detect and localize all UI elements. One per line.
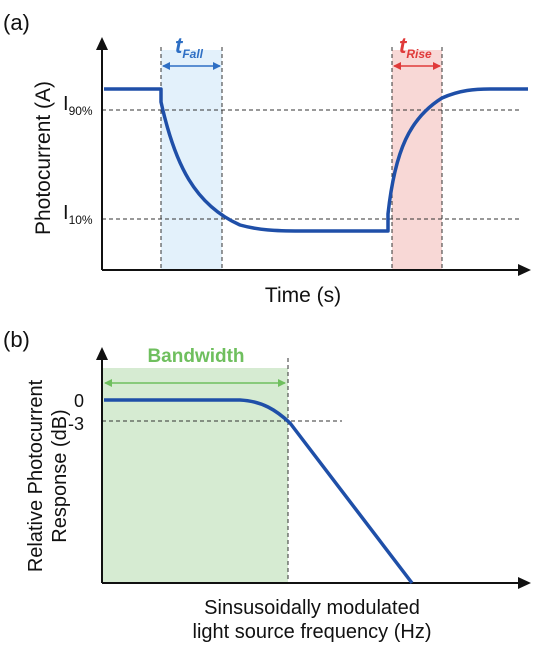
- panel-b-x-label-line2: light source frequency (Hz): [193, 621, 432, 643]
- fall-time-region: [161, 50, 222, 270]
- t-rise-sub: Rise: [406, 47, 432, 61]
- panel-a-y-label: Photocurrent (A): [32, 81, 55, 235]
- t-fall-main: t: [175, 33, 184, 58]
- t-rise-label: tRise: [399, 33, 432, 61]
- level-90-main: I: [63, 93, 69, 115]
- panel-b-y-label-line2: Response (dB): [49, 409, 71, 542]
- panel-a-x-arrowhead: [518, 264, 531, 276]
- tick-minus3-label: -3: [68, 414, 84, 434]
- panel-a-y-arrowhead: [96, 37, 108, 50]
- level-10-sub: 10%: [69, 213, 93, 227]
- level-90-sub: 90%: [69, 104, 93, 118]
- panel-b-x-arrowhead: [518, 577, 531, 589]
- panel-a-label: (a): [3, 10, 30, 35]
- panel-a: (a) tFall tRise I90% I10% Photocurrent (…: [3, 10, 531, 307]
- panel-a-x-label: Time (s): [265, 284, 341, 307]
- t-fall-label: tFall: [175, 33, 204, 61]
- t-fall-sub: Fall: [182, 47, 203, 61]
- panel-b-y-label-line1: Relative Photocurrent: [25, 379, 47, 572]
- photocurrent-curve: [104, 87, 528, 233]
- bandwidth-label: Bandwidth: [147, 346, 244, 367]
- level-10-main: I: [63, 202, 69, 224]
- level-10-label: I10%: [63, 202, 93, 227]
- rise-time-region: [392, 50, 442, 270]
- panel-b: (b) Bandwidth 0 -3 Relative Photocurrent…: [3, 327, 531, 643]
- response-curve: [104, 398, 414, 585]
- tick-0-label: 0: [74, 391, 84, 411]
- panel-b-y-arrowhead: [96, 347, 108, 360]
- level-90-label: I90%: [63, 93, 93, 118]
- panel-b-x-label-line1: Sinsusoidally modulated: [204, 597, 420, 619]
- panel-b-label: (b): [3, 327, 30, 352]
- t-rise-main: t: [399, 33, 408, 58]
